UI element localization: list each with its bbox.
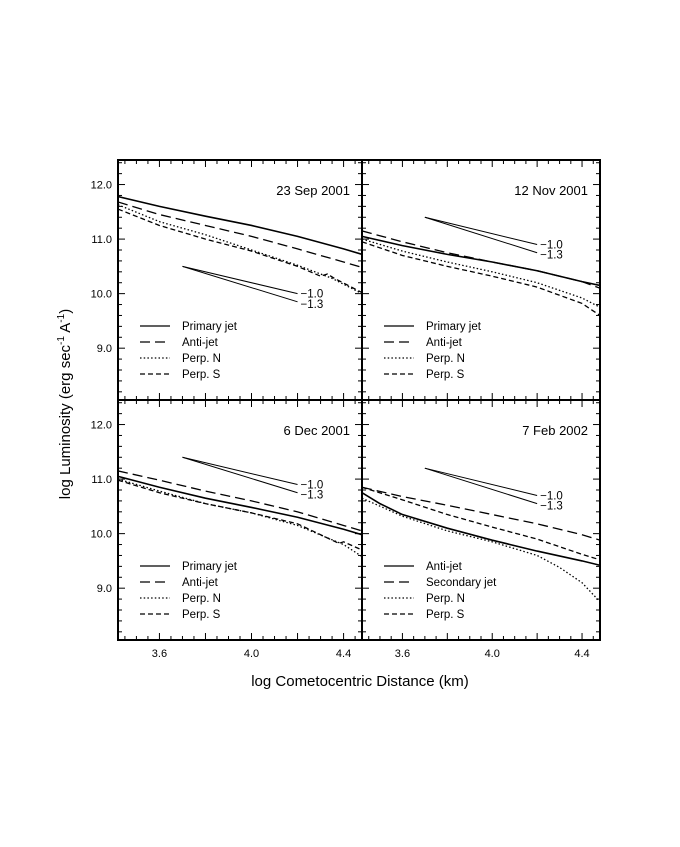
slope-line: [182, 456, 298, 494]
legend: Primary jet Anti-jet Perp. N Perp. S: [384, 321, 482, 381]
x-axis-title: log Cometocentric Distance (km): [251, 673, 469, 690]
y-tick-label: 12.0: [91, 420, 112, 432]
legend: Anti-jet Secondary jet Perp. N Perp. S: [384, 561, 497, 621]
series-primary-jet: [118, 195, 362, 256]
panel-title: 6 Dec 2001: [284, 423, 351, 438]
series-group: [362, 486, 600, 603]
series-primary-jet: [362, 235, 600, 287]
series-anti-jet: [362, 492, 600, 567]
panel-title: 7 Feb 2002: [522, 423, 588, 438]
series-perp-s: [118, 208, 362, 294]
y-axis-title-prefix: log Luminosity (erg sec: [57, 344, 74, 499]
series-perp-s: [118, 479, 362, 551]
series-perp-n: [118, 204, 362, 295]
legend: Primary jet Anti-jet Perp. N Perp. S: [140, 321, 238, 381]
legend-label: Perp. S: [182, 369, 221, 381]
slope-line: [424, 467, 538, 496]
legend-label: Anti-jet: [182, 337, 219, 349]
slope-label: −1.3: [301, 299, 324, 311]
legend-label: Perp. N: [182, 353, 221, 365]
slope-line: [424, 467, 538, 505]
legend-label: Perp. N: [182, 593, 221, 605]
y-axis-title: log Luminosity (erg sec-1 A-1): [56, 309, 74, 499]
series-group: [362, 230, 600, 316]
panel-title: 12 Nov 2001: [514, 183, 588, 198]
panel-3: 9.0 10.0 11.0 12.0 3.6 4.0 4.4 6 Dec 2001 −1.0−1…: [91, 399, 363, 660]
x-tick-label: 4.4: [336, 648, 351, 660]
slope-line: [182, 265, 298, 295]
slope-label: −1.3: [540, 501, 563, 513]
y-axis-title-suffix: ): [57, 309, 74, 314]
series-perp-s: [362, 486, 600, 561]
slope-line: [182, 456, 298, 486]
legend-label: Primary jet: [426, 321, 482, 333]
x-tick-label: 4.4: [574, 648, 589, 660]
slope-line: [182, 265, 298, 303]
legend-label: Anti-jet: [182, 577, 219, 589]
legend: Primary jet Anti-jet Perp. N Perp. S: [140, 561, 238, 621]
series-anti-jet: [118, 201, 362, 269]
y-axis-title-sup1: -1: [56, 336, 67, 345]
legend-label: Anti-jet: [426, 337, 463, 349]
series-anti-jet: [118, 470, 362, 532]
y-tick-label: 11.0: [91, 474, 112, 486]
slope-label: −1.0: [301, 480, 324, 492]
series-perp-n: [362, 497, 600, 603]
panel-1: 9.0 10.0 11.0 12.0 23 Sep 2001 −1.0−1.3 Primar…: [91, 159, 363, 401]
y-tick-label: 10.0: [91, 289, 112, 301]
x-tick-label: 3.6: [395, 648, 410, 660]
series-perp-n: [362, 238, 600, 308]
slope-line: [424, 216, 538, 254]
slope-label: −1.3: [301, 490, 324, 502]
panel-2: 12 Nov 2001 −1.0−1.3 Primary jet Anti-jet Pe…: [361, 159, 601, 401]
legend-label: Primary jet: [182, 561, 238, 573]
y-tick-label: 10.0: [91, 529, 112, 541]
legend-label: Perp. N: [426, 593, 465, 605]
legend-label: Anti-jet: [426, 561, 463, 573]
legend-label: Perp. S: [182, 609, 221, 621]
y-axis-title-sup2: -1: [56, 313, 67, 322]
y-tick-label: 11.0: [91, 234, 112, 246]
series-group: [118, 195, 362, 295]
slope-label: −1.0: [540, 240, 563, 252]
series-secondary-jet: [362, 486, 600, 541]
y-tick-label: 12.0: [91, 180, 112, 192]
panels: 9.010.011.012.0 23 Sep 2001−1.0−1.3Primar…: [91, 159, 601, 660]
series-perp-s: [362, 241, 600, 316]
slope-label: −1.3: [540, 250, 563, 262]
slope-line: [424, 216, 538, 246]
x-tick-label: 4.0: [485, 648, 500, 660]
legend-label: Primary jet: [182, 321, 238, 333]
series-group: [118, 470, 362, 558]
legend-label: Perp. S: [426, 609, 465, 621]
panel-title: 23 Sep 2001: [276, 183, 350, 198]
y-tick-label: 9.0: [97, 583, 112, 595]
series-perp-n: [118, 478, 362, 558]
y-tick-label: 9.0: [97, 343, 112, 355]
legend-label: Secondary jet: [426, 577, 497, 589]
series-primary-jet: [118, 475, 362, 536]
series-anti-jet: [362, 230, 600, 289]
y-axis-title-mid: A: [57, 323, 74, 336]
slope-label: −1.0: [540, 490, 563, 502]
slope-label: −1.0: [301, 289, 324, 301]
x-tick-label: 3.6: [152, 648, 167, 660]
legend-label: Perp. S: [426, 369, 465, 381]
legend-label: Perp. N: [426, 353, 465, 365]
x-tick-label: 4.0: [244, 648, 259, 660]
panel-4: 3.6 4.0 4.4 7 Feb 2002 −1.0−1.3 Anti-jet Secon…: [361, 399, 601, 660]
